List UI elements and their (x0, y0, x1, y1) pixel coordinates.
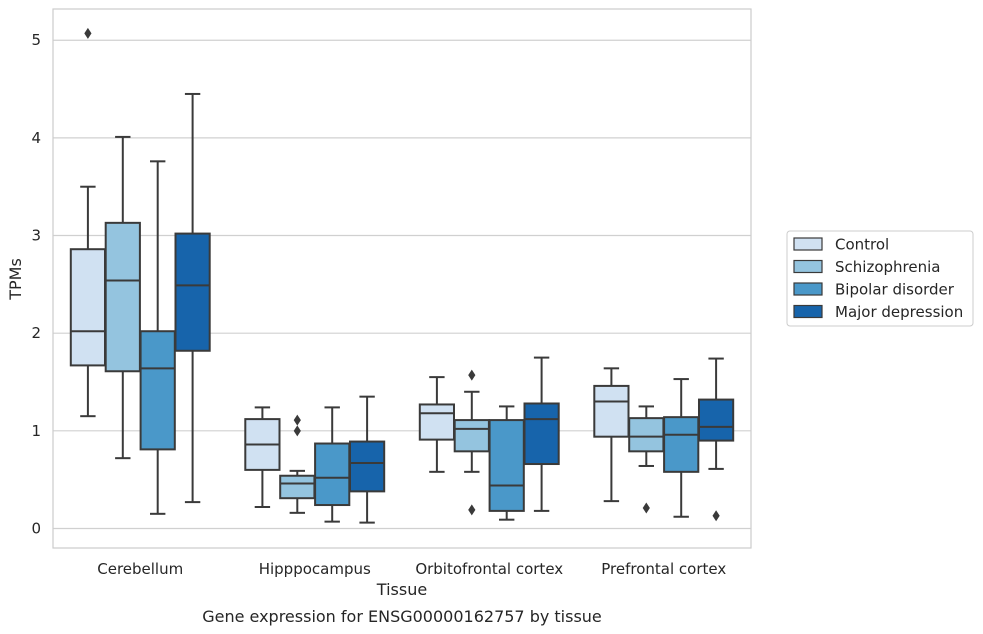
plot-background (53, 9, 751, 548)
box-control (418, 376, 456, 473)
box-iqr (663, 416, 700, 473)
outlier-point (293, 414, 301, 426)
box-iqr (279, 474, 316, 500)
legend: Control Schizophrenia Bipolar disorder Majo… (786, 230, 974, 327)
box-iqr (314, 442, 351, 507)
box-control (593, 367, 630, 503)
box-iqr (523, 402, 560, 466)
legend-label: Control (835, 236, 889, 254)
box-schizophrenia (104, 135, 141, 460)
box-iqr (593, 384, 630, 438)
box-bipolar-disorder (663, 378, 700, 518)
outlier-point (642, 502, 650, 514)
x-tick-label: Cerebellum (97, 560, 183, 578)
x-tick-label: Hipppocampus (259, 560, 371, 578)
legend-swatch (793, 259, 823, 274)
box-iqr (697, 398, 735, 442)
outlier-point (712, 510, 720, 522)
y-tick-label: 1 (31, 422, 41, 440)
box-iqr (453, 419, 490, 453)
box-schizophrenia (628, 405, 665, 514)
legend-label: Major depression (835, 303, 963, 321)
x-tick-label: Prefrontal cortex (601, 560, 726, 578)
box-schizophrenia (279, 414, 316, 514)
box-major-depression (348, 395, 386, 524)
box-schizophrenia (453, 369, 490, 516)
y-tick-label: 5 (31, 31, 41, 49)
legend-label: Bipolar disorder (835, 281, 955, 299)
y-tick-label: 0 (31, 519, 41, 537)
x-axis-ticks: Cerebellum Hipppocampus Orbitofrontal cort… (97, 560, 726, 578)
legend-swatch (793, 237, 823, 251)
x-tick-label: Orbitofrontal cortex (415, 560, 563, 578)
box-iqr (69, 248, 107, 367)
box-control (244, 406, 281, 508)
outlier-point (293, 425, 301, 437)
x-axis-label: Tissue (376, 580, 427, 599)
box-major-depression (174, 92, 211, 504)
boxes (69, 27, 735, 524)
y-tick-label: 2 (31, 324, 41, 342)
box-iqr (628, 417, 665, 453)
outlier-point (84, 27, 92, 39)
box-iqr (174, 232, 211, 352)
box-iqr (488, 419, 525, 512)
y-axis-label: TPMs (6, 258, 25, 301)
legend-frame (786, 230, 974, 327)
chart-caption: Gene expression for ENSG00000162757 by t… (202, 607, 602, 626)
y-tick-label: 4 (31, 129, 41, 147)
legend-swatch (793, 304, 823, 319)
y-tick-label: 3 (31, 227, 41, 245)
box-iqr (104, 221, 141, 373)
y-axis-ticks: 0 1 2 3 4 5 (31, 31, 41, 537)
outlier-point (468, 369, 476, 381)
box-major-depression (523, 356, 560, 512)
box-bipolar-disorder (488, 405, 525, 521)
box-iqr (348, 440, 386, 493)
box-major-depression (697, 357, 735, 522)
outlier-point (468, 504, 476, 516)
legend-swatch (793, 282, 823, 296)
box-bipolar-disorder (139, 160, 176, 515)
plot-frame (52, 8, 752, 549)
box-iqr (418, 403, 456, 441)
legend-label: Schizophrenia (835, 258, 940, 276)
box-bipolar-disorder (314, 406, 351, 523)
box-iqr (139, 330, 176, 451)
